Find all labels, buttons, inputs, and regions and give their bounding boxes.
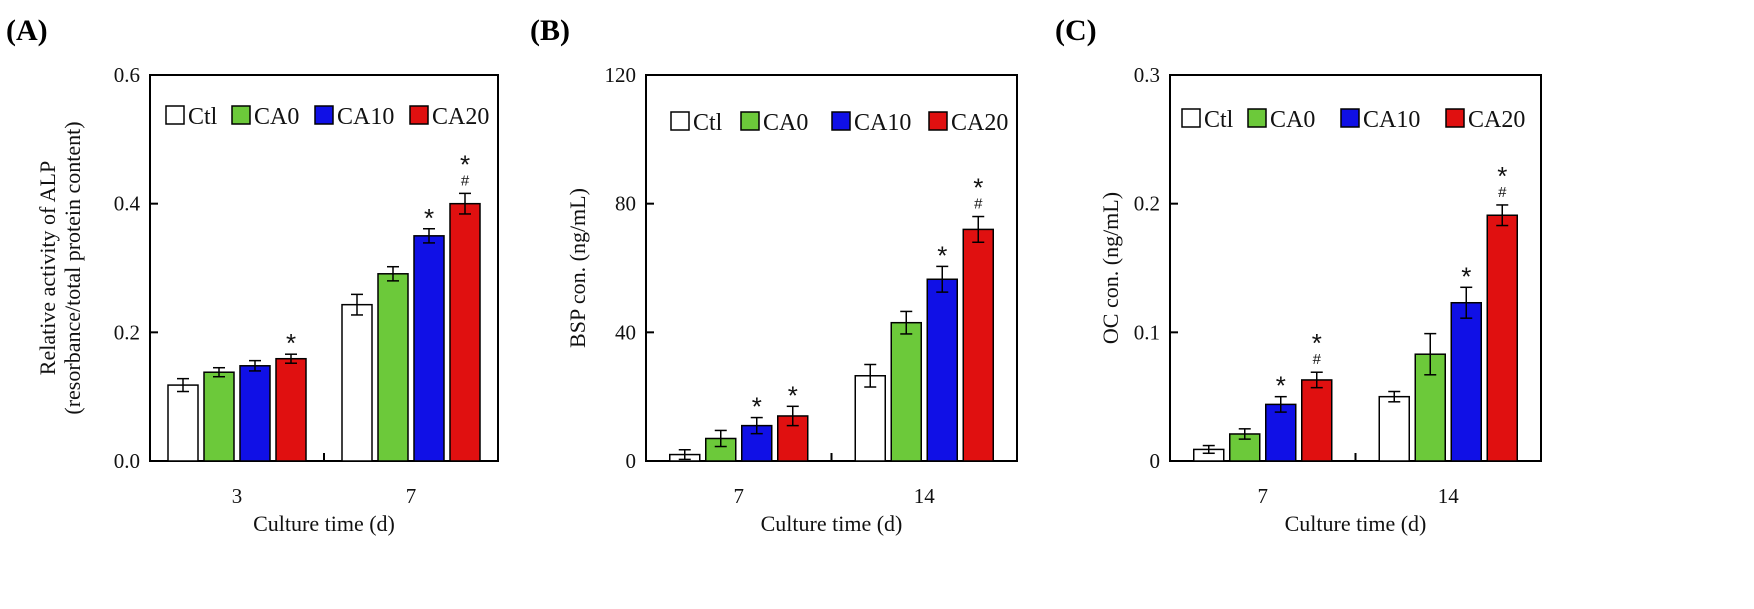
- legend-label-ca0: CA0: [763, 110, 808, 136]
- x-tick-label: 7: [734, 484, 745, 508]
- y-tick-label: 0.6: [114, 63, 140, 87]
- bar-ca0-14: [890, 321, 922, 462]
- significance-hash: #: [461, 172, 470, 189]
- significance-star: *: [1461, 261, 1471, 291]
- legend-swatch-ca20: [1445, 108, 1465, 128]
- legend-swatch-ca10: [314, 105, 334, 125]
- significance-star: *: [937, 240, 947, 270]
- bar-ca10-7: [413, 235, 445, 462]
- x-tick-label: 14: [914, 484, 936, 508]
- x-axis-title: Culture time (d): [253, 511, 395, 536]
- y-axis-title: OC con. (ng/mL): [1098, 192, 1123, 344]
- significance-star: *: [1497, 161, 1507, 191]
- y-tick-label: 0.4: [114, 192, 141, 216]
- significance-star: *: [1276, 371, 1286, 401]
- significance-star: *: [424, 203, 434, 233]
- significance-star: *: [1312, 328, 1322, 358]
- legend-label-ca0: CA0: [1270, 107, 1315, 133]
- bar-ca20-14: [962, 228, 994, 462]
- significance-hash: #: [1313, 351, 1322, 368]
- panel-label: (B): [530, 14, 570, 47]
- legend-swatch-ctl: [670, 111, 690, 131]
- significance-star: *: [788, 380, 798, 410]
- bar-ca10-14: [1450, 301, 1482, 462]
- y-axis-title: Relative activity of ALP: [35, 161, 60, 375]
- legend-label-ca10: CA10: [854, 110, 911, 136]
- x-tick-label: 3: [232, 484, 243, 508]
- legend-label-ca10: CA10: [337, 104, 394, 130]
- x-tick-label: 14: [1438, 484, 1460, 508]
- legend-swatch-ca0: [740, 111, 760, 131]
- significance-star: *: [752, 392, 762, 422]
- x-axis-title: Culture time (d): [1285, 511, 1427, 536]
- legend-label-ctl: Ctl: [1204, 107, 1234, 133]
- bar-ca0-7: [377, 273, 409, 462]
- y-tick-label: 120: [605, 63, 637, 87]
- chart-panel-c: (C)00.10.20.3OC con. (ng/mL)7**#14**#Cul…: [1055, 14, 1542, 536]
- legend-label-ca20: CA20: [951, 110, 1008, 136]
- y-tick-label: 0.2: [114, 320, 140, 344]
- legend-swatch-ca20: [409, 105, 429, 125]
- x-tick-label: 7: [1258, 484, 1269, 508]
- panel-label: (A): [6, 14, 48, 47]
- y-tick-label: 80: [615, 192, 636, 216]
- y-tick-label: 0.3: [1134, 63, 1160, 87]
- y-tick-label: 0: [1150, 449, 1161, 473]
- bar-ca20-3: [275, 357, 307, 462]
- chart-panel-a: (A) 0.0 0.2 0.4 0.6 Relative activity of ALP(…: [6, 14, 499, 536]
- y-tick-label: 0: [626, 449, 637, 473]
- legend-label-ca20: CA20: [1468, 107, 1525, 133]
- plot-frame: [149, 74, 499, 462]
- y-tick-label: 0.1: [1134, 320, 1160, 344]
- y-axis-title: BSP con. (ng/mL): [565, 188, 590, 348]
- legend-label-ca0: CA0: [254, 104, 299, 130]
- bar-ca20-7: [449, 202, 481, 462]
- y-tick-label: 40: [615, 320, 636, 344]
- y-tick-label: 0.0: [114, 449, 140, 473]
- bar-ca20-14: [1486, 214, 1518, 462]
- legend-swatch-ca10: [1340, 108, 1360, 128]
- legend-label-ctl: Ctl: [693, 110, 723, 136]
- x-axis-title: Culture time (d): [761, 511, 903, 536]
- legend-label-ctl: Ctl: [188, 104, 218, 130]
- legend-swatch-ca20: [928, 111, 948, 131]
- bar-ca10-3: [239, 365, 271, 462]
- bar-ctl-7: [341, 303, 373, 462]
- legend-swatch-ctl: [1181, 108, 1201, 128]
- panel-label: (C): [1055, 14, 1097, 47]
- legend-swatch-ca0: [1247, 108, 1267, 128]
- bar-ctl-14: [1378, 395, 1410, 462]
- x-tick-label: 7: [406, 484, 417, 508]
- legend-swatch-ctl: [165, 105, 185, 125]
- bar-ctl-3: [167, 384, 199, 462]
- legend-label-ca10: CA10: [1363, 107, 1420, 133]
- significance-hash: #: [1498, 184, 1507, 201]
- significance-star: *: [460, 149, 470, 179]
- bar-ca20-7: [1301, 379, 1333, 462]
- legend-swatch-ca10: [831, 111, 851, 131]
- bar-ca10-14: [926, 278, 958, 462]
- legend-swatch-ca0: [231, 105, 251, 125]
- bar-ca10-7: [1265, 403, 1297, 462]
- y-axis-title-line2: (resorbance/total protein content): [60, 121, 85, 414]
- y-tick-label: 0.2: [1134, 192, 1160, 216]
- bar-ca0-3: [203, 371, 235, 462]
- legend-label-ca20: CA20: [432, 104, 489, 130]
- significance-star: *: [286, 328, 296, 358]
- significance-star: *: [973, 173, 983, 203]
- significance-hash: #: [974, 196, 983, 213]
- bar-ctl-14: [854, 375, 886, 462]
